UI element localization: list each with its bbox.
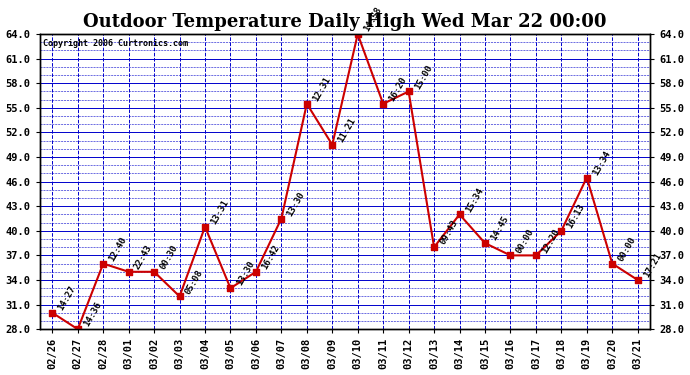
Point bbox=[148, 269, 159, 275]
Point bbox=[428, 244, 440, 250]
Text: 22:43: 22:43 bbox=[133, 243, 154, 271]
Point bbox=[98, 261, 109, 267]
Title: Outdoor Temperature Daily High Wed Mar 22 00:00: Outdoor Temperature Daily High Wed Mar 2… bbox=[83, 13, 607, 31]
Text: 05:08: 05:08 bbox=[184, 268, 205, 296]
Point bbox=[581, 174, 592, 180]
Text: 00:00: 00:00 bbox=[515, 227, 536, 255]
Text: 16:42: 16:42 bbox=[260, 243, 282, 271]
Point bbox=[480, 240, 491, 246]
Point bbox=[327, 142, 338, 148]
Text: 16:13: 16:13 bbox=[566, 202, 586, 230]
Point bbox=[531, 252, 542, 258]
Point bbox=[505, 252, 516, 258]
Point bbox=[199, 224, 210, 230]
Text: 09:43: 09:43 bbox=[438, 219, 460, 246]
Text: 12:20: 12:20 bbox=[540, 227, 561, 255]
Point bbox=[72, 326, 83, 332]
Text: 15:34: 15:34 bbox=[464, 186, 485, 214]
Point bbox=[174, 293, 185, 299]
Text: 13:30: 13:30 bbox=[235, 260, 256, 287]
Point bbox=[352, 31, 363, 37]
Point bbox=[607, 261, 618, 267]
Text: 13:30: 13:30 bbox=[286, 190, 307, 218]
Text: 15:00: 15:00 bbox=[413, 63, 434, 91]
Point bbox=[123, 269, 134, 275]
Text: 00:30: 00:30 bbox=[158, 243, 179, 271]
Text: 11:21: 11:21 bbox=[337, 116, 357, 144]
Point bbox=[377, 101, 388, 107]
Text: 17:21: 17:21 bbox=[642, 252, 663, 279]
Point bbox=[302, 101, 313, 107]
Text: 14:36: 14:36 bbox=[82, 301, 104, 328]
Text: 14:45: 14:45 bbox=[489, 214, 511, 242]
Text: 00:00: 00:00 bbox=[616, 235, 638, 263]
Point bbox=[632, 277, 643, 283]
Point bbox=[454, 211, 465, 217]
Text: Copyright 2006 Curtronics.com: Copyright 2006 Curtronics.com bbox=[43, 39, 188, 48]
Point bbox=[403, 88, 414, 94]
Point bbox=[276, 216, 287, 222]
Text: 13:31: 13:31 bbox=[209, 198, 230, 226]
Point bbox=[225, 285, 236, 291]
Point bbox=[250, 269, 262, 275]
Text: 12:40: 12:40 bbox=[108, 235, 128, 263]
Text: 13:34: 13:34 bbox=[591, 149, 612, 177]
Text: 16:20: 16:20 bbox=[387, 75, 408, 103]
Text: 14:27: 14:27 bbox=[57, 284, 78, 312]
Text: 12:31: 12:31 bbox=[311, 75, 332, 103]
Point bbox=[556, 228, 567, 234]
Point bbox=[47, 310, 58, 316]
Text: 14:58: 14:58 bbox=[362, 6, 383, 33]
